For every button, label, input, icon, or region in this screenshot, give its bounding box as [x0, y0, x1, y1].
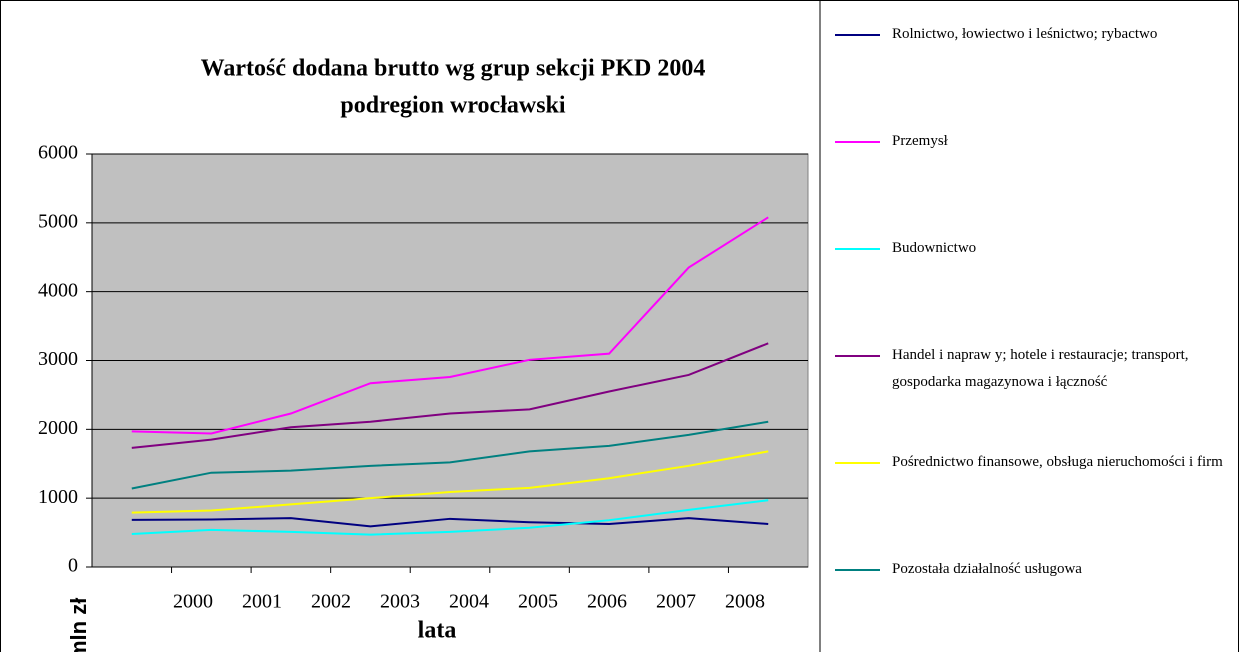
- x-tick-label: 2005: [518, 591, 558, 613]
- legend-label: Przemysł: [892, 133, 948, 149]
- legend-label: Rolnictwo, łowiectwo i leśnictwo; rybact…: [892, 26, 1158, 42]
- x-tick-label: 2001: [242, 591, 282, 613]
- y-tick-label: 6000: [38, 142, 78, 164]
- x-tick-label: 2003: [380, 591, 420, 613]
- y-tick-label: 5000: [38, 210, 78, 232]
- x-tick-label: 2006: [587, 591, 627, 613]
- chart-title: Wartość dodana brutto wg grup sekcji PKD…: [201, 56, 706, 82]
- series-line: [131, 216, 769, 435]
- legend-label: Handel i napraw y; hotele i restauracje;…: [892, 347, 1189, 390]
- legend-label: Pośrednictwo finansowe, obsługa nierucho…: [892, 454, 1223, 470]
- x-tick-label: 2007: [656, 591, 696, 613]
- series-line: [131, 342, 769, 449]
- x-tick-label: 2002: [311, 591, 351, 613]
- legend-label: Budownictwo: [892, 240, 977, 256]
- x-axis-label: lata: [418, 618, 457, 644]
- y-tick-label: 3000: [38, 348, 78, 370]
- chart-title: podregion wrocławski: [340, 93, 565, 119]
- x-tick-label: 2008: [725, 591, 765, 613]
- y-axis-label: mln zł: [66, 598, 91, 652]
- y-tick-label: 4000: [38, 279, 78, 301]
- series-line: [131, 450, 769, 514]
- y-tick-label: 2000: [38, 417, 78, 439]
- series-line: [131, 420, 769, 490]
- legend-label: Pozostała działalność usługowa: [892, 561, 1082, 577]
- y-tick-label: 0: [68, 555, 78, 577]
- x-tick-label: 2000: [173, 591, 213, 613]
- series-line: [131, 499, 769, 536]
- y-tick-label: 1000: [38, 486, 78, 508]
- x-tick-label: 2004: [449, 591, 489, 613]
- series-line: [131, 517, 769, 528]
